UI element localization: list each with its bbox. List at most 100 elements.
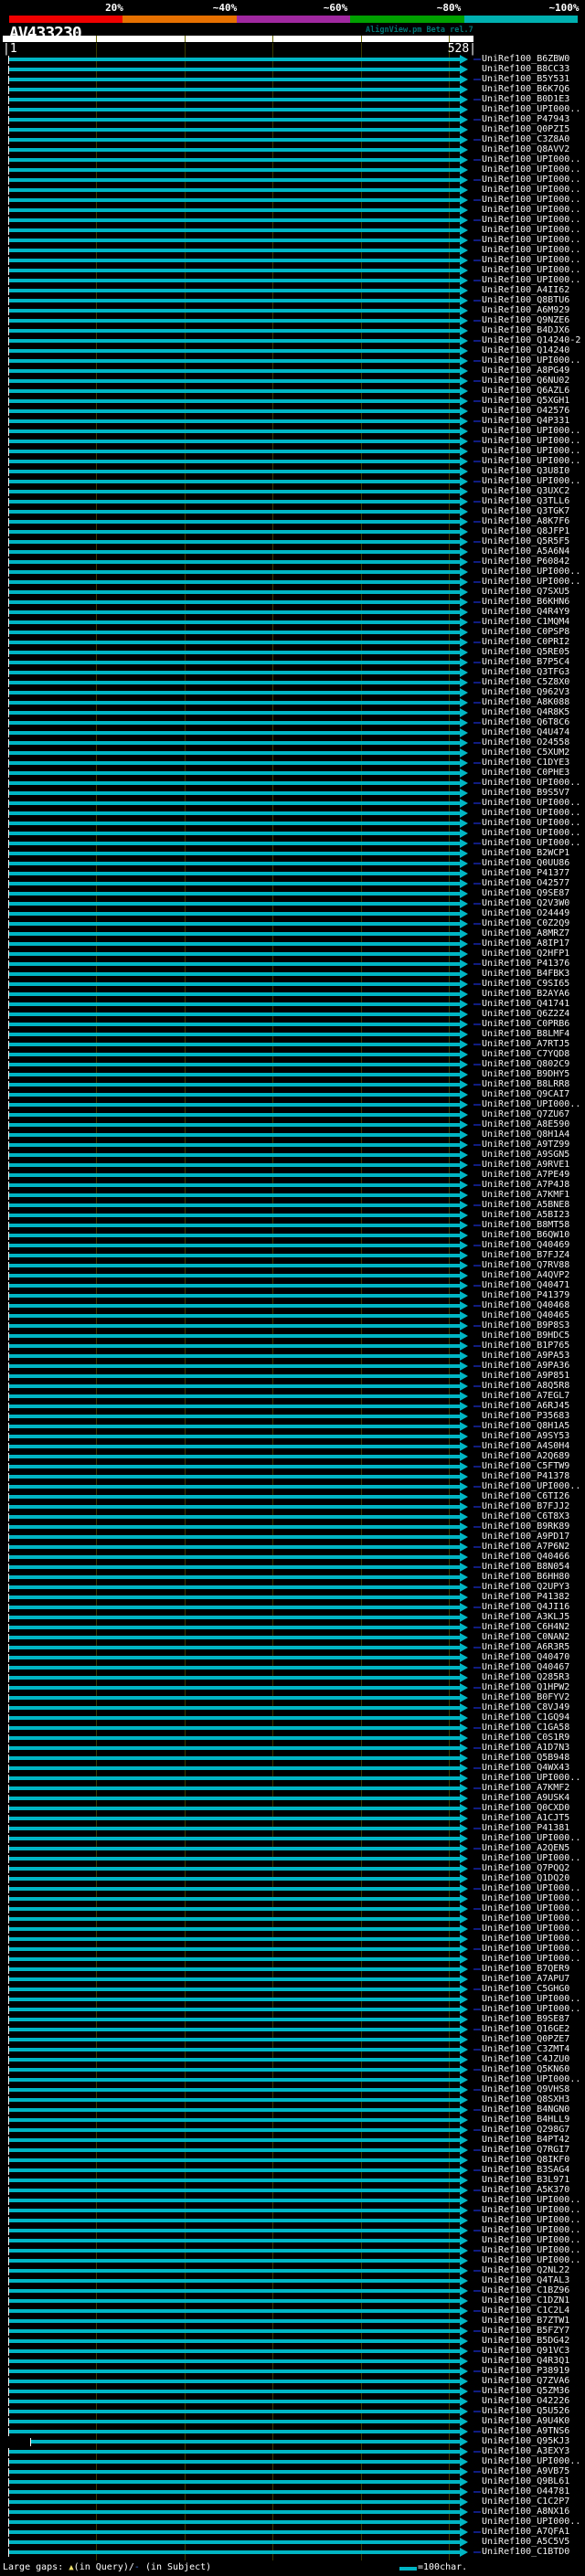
alignment-bar[interactable] xyxy=(9,409,460,413)
alignment-bar[interactable] xyxy=(9,952,460,956)
hit-label[interactable]: UniRef100_Q2V3W0 xyxy=(482,898,570,908)
alignment-bar[interactable] xyxy=(9,1957,460,1961)
alignment-bar[interactable] xyxy=(9,1244,460,1247)
hit-label[interactable]: UniRef100_A4S0H4 xyxy=(482,1441,570,1451)
alignment-bar[interactable] xyxy=(9,249,460,252)
alignment-bar[interactable] xyxy=(9,1495,460,1499)
alignment-bar[interactable] xyxy=(9,1867,460,1871)
hit-label[interactable]: UniRef100_Q6NU02 xyxy=(482,376,570,386)
hit-label[interactable]: UniRef100_UPI000.. xyxy=(482,778,581,788)
alignment-bar[interactable] xyxy=(9,2118,460,2122)
alignment-bar[interactable] xyxy=(9,550,460,554)
alignment-bar[interactable] xyxy=(9,1294,460,1298)
alignment-bar[interactable] xyxy=(9,1666,460,1670)
alignment-bar[interactable] xyxy=(9,761,460,765)
alignment-bar[interactable] xyxy=(9,208,460,212)
alignment-bar[interactable] xyxy=(9,972,460,976)
alignment-bar[interactable] xyxy=(9,198,460,202)
hit-label[interactable]: UniRef100_C6TI26 xyxy=(482,1491,570,1501)
hit-label[interactable]: UniRef100_B4HLL9 xyxy=(482,2115,570,2125)
alignment-bar[interactable] xyxy=(9,781,460,785)
alignment-bar[interactable] xyxy=(9,2530,460,2534)
hit-label[interactable]: UniRef100_Q4WX43 xyxy=(482,1763,570,1773)
hit-label[interactable]: UniRef100_A7PE49 xyxy=(482,1170,570,1180)
hit-label[interactable]: UniRef100_C0PRI2 xyxy=(482,637,570,647)
hit-label[interactable]: UniRef100_P41379 xyxy=(482,1290,570,1300)
hit-label[interactable]: UniRef100_UPI000.. xyxy=(482,195,581,205)
alignment-bar[interactable] xyxy=(9,1797,460,1800)
hit-label[interactable]: UniRef100_A2QEN5 xyxy=(482,1843,570,1853)
hit-label[interactable]: UniRef100_UPI000.. xyxy=(482,456,581,466)
alignment-bar[interactable] xyxy=(9,962,460,966)
alignment-bar[interactable] xyxy=(9,2178,460,2182)
alignment-bar[interactable] xyxy=(9,2510,460,2514)
alignment-bar[interactable] xyxy=(9,178,460,182)
hit-label[interactable]: UniRef100_B4PT42 xyxy=(482,2135,570,2145)
hit-label[interactable]: UniRef100_A9USK4 xyxy=(482,1793,570,1803)
hit-label[interactable]: UniRef100_A8PG49 xyxy=(482,366,570,376)
hit-label[interactable]: UniRef100_UPI000.. xyxy=(482,2004,581,2014)
alignment-bar[interactable] xyxy=(9,1917,460,1921)
hit-label[interactable]: UniRef100_Q8BTU6 xyxy=(482,295,570,305)
hit-label[interactable]: UniRef100_UPI000.. xyxy=(482,818,581,828)
alignment-bar[interactable] xyxy=(9,2058,460,2062)
hit-label[interactable]: UniRef100_Q95KJ3 xyxy=(482,2436,570,2446)
alignment-bar[interactable] xyxy=(9,1334,460,1338)
alignment-bar[interactable] xyxy=(9,2038,460,2041)
alignment-bar[interactable] xyxy=(9,2088,460,2092)
alignment-bar[interactable] xyxy=(9,1585,460,1589)
alignment-bar[interactable] xyxy=(9,1354,460,1358)
alignment-bar[interactable] xyxy=(9,651,460,654)
hit-label[interactable]: UniRef100_Q3TLL6 xyxy=(482,496,570,506)
alignment-bar[interactable] xyxy=(9,450,460,453)
alignment-bar[interactable] xyxy=(9,429,460,433)
hit-label[interactable]: UniRef100_A5BI23 xyxy=(482,1210,570,1220)
alignment-bar[interactable] xyxy=(9,530,460,534)
hit-label[interactable]: UniRef100_A8K7F6 xyxy=(482,516,570,526)
hit-label[interactable]: UniRef100_Q4R4Y9 xyxy=(482,607,570,617)
hit-label[interactable]: UniRef100_O44781 xyxy=(482,2486,570,2496)
alignment-bar[interactable] xyxy=(9,1766,460,1770)
hit-label[interactable]: UniRef100_UPI000.. xyxy=(482,1773,581,1783)
hit-label[interactable]: UniRef100_A7EGL7 xyxy=(482,1391,570,1401)
hit-label[interactable]: UniRef100_Q0UU86 xyxy=(482,858,570,868)
alignment-bar[interactable] xyxy=(9,1304,460,1308)
alignment-bar[interactable] xyxy=(9,1314,460,1318)
hit-label[interactable]: UniRef100_B8N054 xyxy=(482,1562,570,1572)
hit-label[interactable]: UniRef100_Q5U526 xyxy=(482,2406,570,2416)
alignment-bar[interactable] xyxy=(9,1093,460,1097)
alignment-bar[interactable] xyxy=(9,1967,460,1971)
hit-label[interactable]: UniRef100_UPI000.. xyxy=(482,2245,581,2255)
hit-label[interactable]: UniRef100_C6T8X3 xyxy=(482,1511,570,1521)
hit-label[interactable]: UniRef100_Q9SE87 xyxy=(482,888,570,898)
alignment-bar[interactable] xyxy=(9,1224,460,1227)
hit-label[interactable]: UniRef100_UPI000.. xyxy=(482,2456,581,2466)
hit-label[interactable]: UniRef100_A3EXY3 xyxy=(482,2446,570,2456)
alignment-bar[interactable] xyxy=(9,369,460,373)
alignment-bar[interactable] xyxy=(9,2319,460,2323)
alignment-bar[interactable] xyxy=(9,1455,460,1458)
hit-label[interactable]: UniRef100_Q5R5F5 xyxy=(482,536,570,546)
hit-label[interactable]: UniRef100_C1DYE3 xyxy=(482,758,570,768)
alignment-bar[interactable] xyxy=(9,1103,460,1107)
alignment-bar[interactable] xyxy=(9,1384,460,1388)
alignment-bar[interactable] xyxy=(9,1937,460,1941)
hit-label[interactable]: UniRef100_Q3U8I0 xyxy=(482,466,570,476)
hit-label[interactable]: UniRef100_UPI000.. xyxy=(482,255,581,265)
alignment-bar[interactable] xyxy=(9,1425,460,1428)
hit-label[interactable]: UniRef100_O42226 xyxy=(482,2396,570,2406)
alignment-bar[interactable] xyxy=(9,2410,460,2413)
hit-label[interactable]: UniRef100_B4DJX6 xyxy=(482,325,570,335)
hit-label[interactable]: UniRef100_UPI000.. xyxy=(482,1924,581,1934)
hit-label[interactable]: UniRef100_Q3UXC2 xyxy=(482,486,570,496)
hit-label[interactable]: UniRef100_Q91VC3 xyxy=(482,2346,570,2356)
alignment-bar[interactable] xyxy=(9,2098,460,2102)
alignment-bar[interactable] xyxy=(9,1264,460,1267)
hit-label[interactable]: UniRef100_A9PA36 xyxy=(482,1361,570,1371)
alignment-bar[interactable] xyxy=(9,1575,460,1579)
hit-label[interactable]: UniRef100_B6ZBW0 xyxy=(482,54,570,64)
alignment-bar[interactable] xyxy=(9,98,460,101)
hit-label[interactable]: UniRef100_C0PRB6 xyxy=(482,1019,570,1029)
alignment-bar[interactable] xyxy=(9,791,460,795)
hit-label[interactable]: UniRef100_B5FZY7 xyxy=(482,2326,570,2336)
